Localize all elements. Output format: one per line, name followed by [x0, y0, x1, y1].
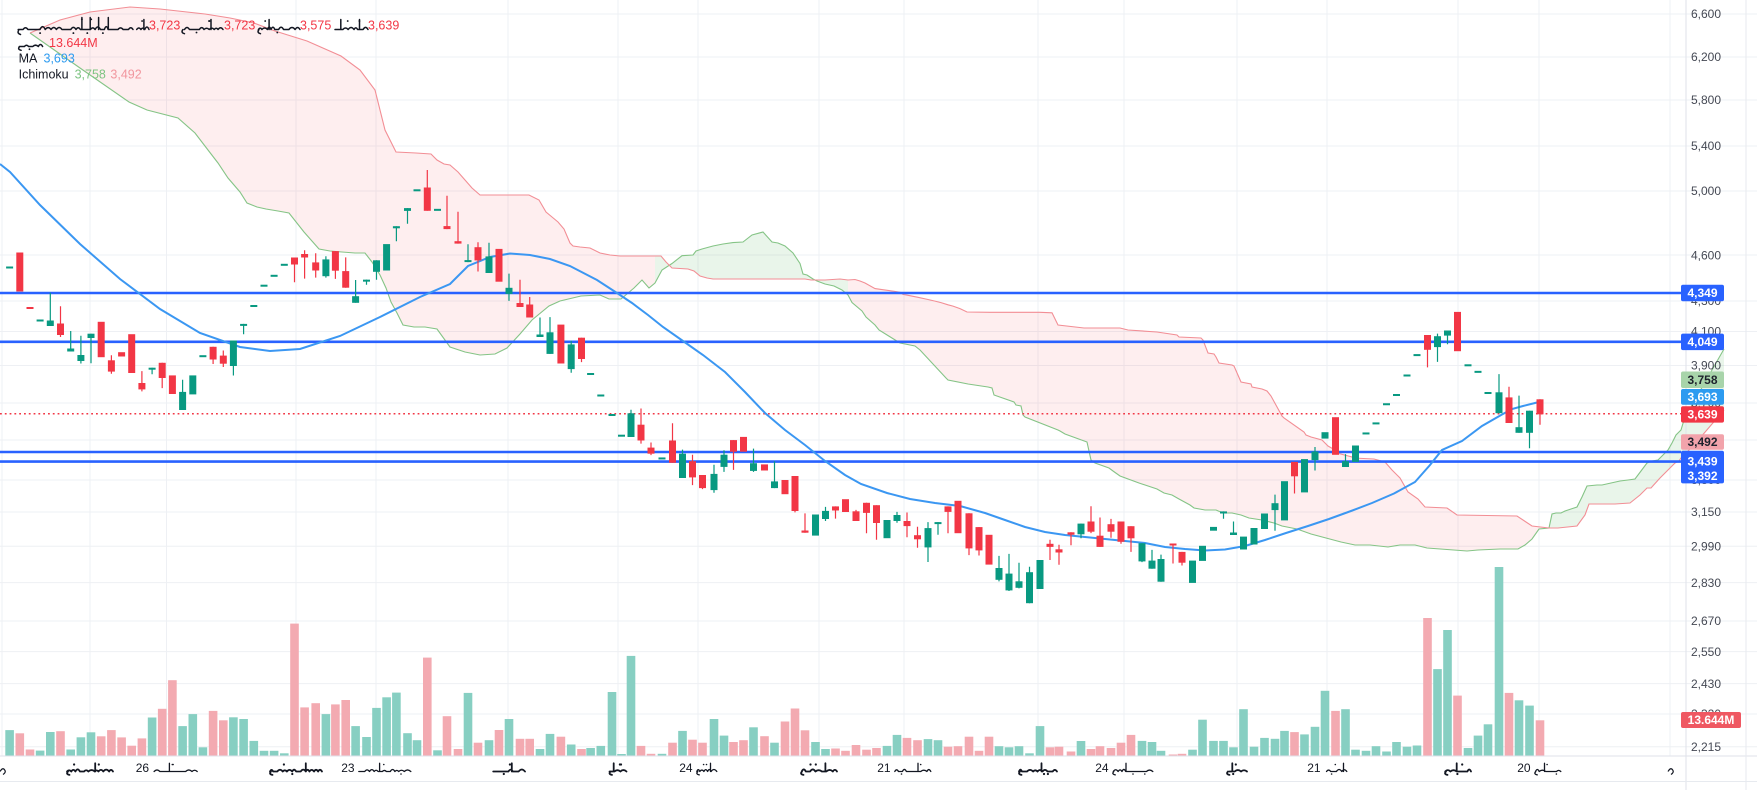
svg-text:MA: MA [19, 52, 38, 66]
svg-text:3,150: 3,150 [1691, 505, 1721, 519]
svg-text:2,830: 2,830 [1691, 576, 1721, 590]
svg-text:3,575: 3,575 [300, 19, 331, 33]
svg-text:2,550: 2,550 [1691, 645, 1721, 659]
svg-text:20: 20 [1517, 761, 1531, 775]
svg-text:2,670: 2,670 [1691, 614, 1721, 628]
svg-text:26: 26 [136, 761, 150, 775]
svg-text:2,990: 2,990 [1691, 540, 1721, 554]
svg-text:3,723: 3,723 [149, 19, 180, 33]
svg-text:3,758: 3,758 [75, 68, 106, 82]
svg-text:2,215: 2,215 [1691, 740, 1721, 754]
svg-text:24: 24 [679, 761, 693, 775]
svg-text:24: 24 [1095, 761, 1109, 775]
svg-text:6,600: 6,600 [1691, 7, 1721, 21]
svg-text:3,392: 3,392 [1687, 469, 1717, 483]
svg-text:21: 21 [877, 761, 891, 775]
svg-text:3,693: 3,693 [44, 52, 75, 66]
svg-text:3,758: 3,758 [1687, 373, 1717, 387]
svg-text:5,400: 5,400 [1691, 139, 1721, 153]
svg-text:23: 23 [341, 761, 355, 775]
svg-text:3,439: 3,439 [1687, 455, 1717, 469]
svg-text:21: 21 [1307, 761, 1321, 775]
svg-text:3,900: 3,900 [1691, 359, 1721, 373]
svg-text:2,430: 2,430 [1691, 677, 1721, 691]
svg-text:4,349: 4,349 [1687, 286, 1717, 300]
svg-text:3,639: 3,639 [1687, 408, 1717, 422]
svg-text:13.644M: 13.644M [49, 36, 98, 50]
svg-text:6,200: 6,200 [1691, 50, 1721, 64]
svg-text:4,600: 4,600 [1691, 249, 1721, 263]
svg-text:3,723: 3,723 [224, 19, 255, 33]
svg-text:3,639: 3,639 [368, 19, 399, 33]
svg-text:Ichimoku: Ichimoku [19, 68, 69, 82]
svg-text:13.644M: 13.644M [1688, 713, 1735, 727]
svg-text:3,693: 3,693 [1687, 390, 1717, 404]
svg-text:4,049: 4,049 [1687, 335, 1717, 349]
svg-text:3,492: 3,492 [1687, 435, 1717, 449]
svg-text:3,492: 3,492 [110, 68, 141, 82]
svg-text:5,800: 5,800 [1691, 93, 1721, 107]
svg-text:5,000: 5,000 [1691, 184, 1721, 198]
